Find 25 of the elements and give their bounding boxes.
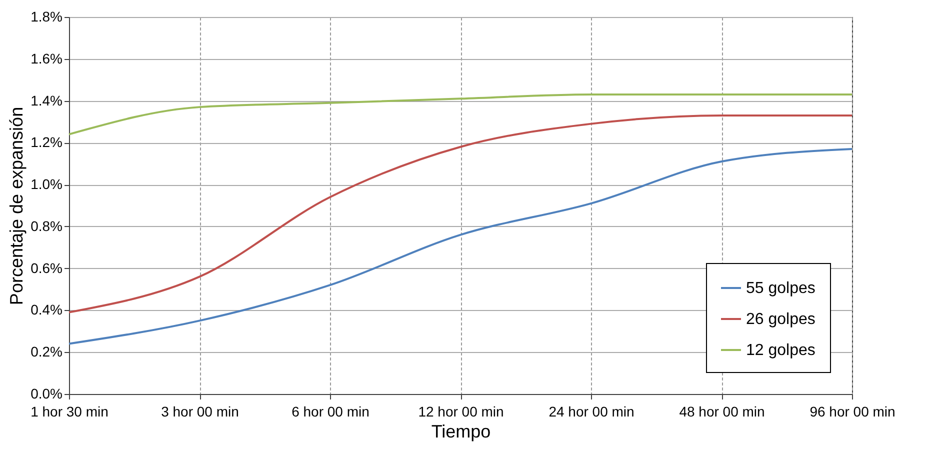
y-tick-label: 1.4% — [30, 92, 62, 108]
line-series — [68, 93, 853, 136]
y-tick-label: 1.0% — [30, 176, 62, 192]
x-tick-label: 12 hor 00 min — [418, 404, 504, 420]
line-series — [68, 148, 853, 345]
y-tick-label: 1.2% — [30, 134, 62, 150]
legend-label: 26 golpes — [746, 311, 816, 328]
y-tick-label: 0.2% — [30, 344, 62, 360]
y-tick-label: 0.4% — [30, 302, 62, 318]
x-tick-label: 1 hor 30 min — [30, 404, 108, 420]
x-tick-label: 6 hor 00 min — [292, 404, 370, 420]
x-tick-label: 24 hor 00 min — [548, 404, 634, 420]
x-tick-label: 96 hor 00 min — [810, 404, 896, 420]
y-tick-label: 0.6% — [30, 260, 62, 276]
y-tick-label: 1.8% — [30, 8, 62, 24]
legend-label: 55 golpes — [746, 280, 816, 297]
y-tick-label: 0.0% — [30, 386, 62, 402]
legend-label: 12 golpes — [746, 342, 816, 359]
y-tick-label: 1.6% — [30, 50, 62, 66]
line-series — [68, 114, 853, 314]
x-tick-label: 3 hor 00 min — [161, 404, 239, 420]
y-tick-label: 0.8% — [30, 218, 62, 234]
y-axis-title: Porcentaje de expansión — [6, 106, 27, 306]
x-tick-label: 48 hor 00 min — [679, 404, 765, 420]
x-axis-title: Tiempo — [431, 422, 491, 442]
